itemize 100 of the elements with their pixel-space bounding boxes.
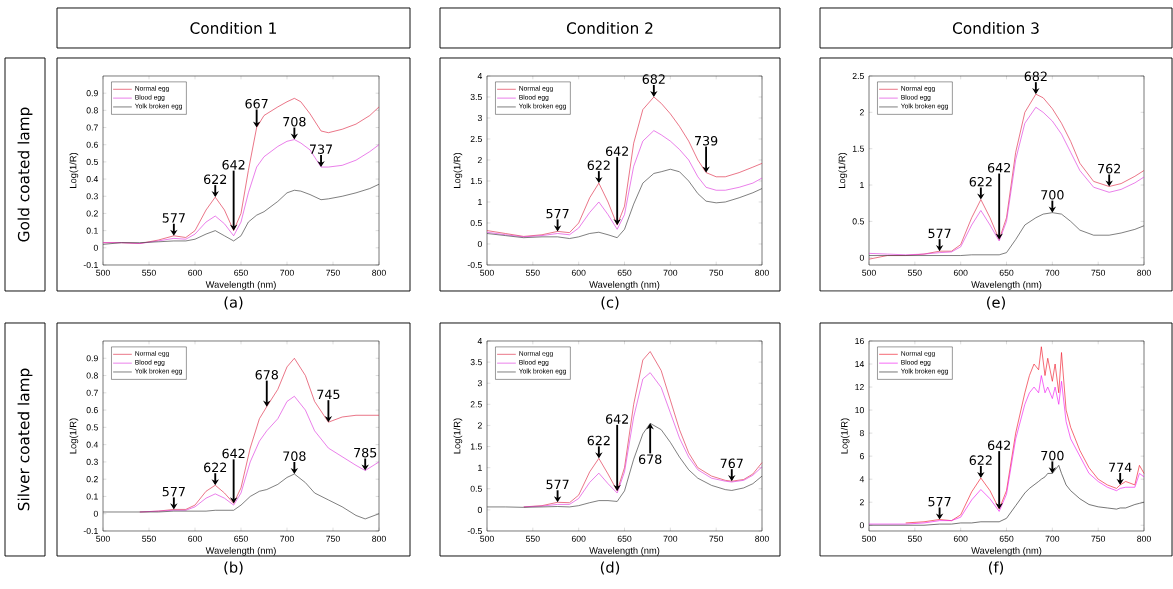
text: (d) <box>600 561 620 575</box>
annotation: 577 <box>928 496 951 507</box>
y-tick-label: 0 <box>477 240 482 248</box>
x-tick-label: 800 <box>372 535 386 542</box>
x-tick-label: 750 <box>709 269 724 276</box>
y-tick-label: 0 <box>859 254 864 261</box>
x-tick-label: 600 <box>953 269 968 276</box>
y-tick-label: 6 <box>859 453 864 460</box>
y-tick-label: 0 <box>859 522 864 529</box>
y-tick-label: 0.2 <box>86 476 98 483</box>
y-tick-label: 12 <box>855 384 864 391</box>
chart-title: Condition 2 <box>566 22 653 34</box>
y-tick-label: 0.8 <box>86 107 98 114</box>
annotation: 622 <box>969 455 992 465</box>
annotation: 678 <box>255 369 278 380</box>
y-axis-title: Log(1/R) <box>69 152 79 188</box>
text: Silver coated lamp <box>17 368 33 511</box>
y-tick-label: 2.5 <box>470 135 482 143</box>
x-tick-label: 650 <box>234 535 248 542</box>
y-tick-label: 1 <box>860 182 864 189</box>
y-tick-label: 16 <box>855 337 864 345</box>
y-tick-label: 0.3 <box>86 193 98 200</box>
annotation: 622 <box>587 435 610 446</box>
x-tick-label: 700 <box>280 535 294 542</box>
y-tick-label: 4 <box>859 476 865 483</box>
y-tick-label: 3 <box>477 380 482 387</box>
annotation: 762 <box>1098 163 1120 174</box>
y-tick-label: 0.5 <box>852 218 864 225</box>
text: (c) <box>601 296 619 310</box>
y-tick-label: 0.5 <box>470 485 482 492</box>
x-tick-label: 700 <box>280 269 294 276</box>
x-tick-label: 500 <box>480 269 494 276</box>
x-tick-label: 800 <box>755 535 769 542</box>
x-tick-label: 600 <box>571 269 586 276</box>
x-tick-label: 550 <box>907 269 922 276</box>
x-tick-label: 750 <box>709 535 724 542</box>
annotation: 577 <box>546 208 569 219</box>
y-axis-title: Log(1/R) <box>453 418 463 454</box>
x-tick-label: 500 <box>480 535 494 542</box>
y-tick-label: 0.2 <box>86 210 98 217</box>
y-tick-label: 0.9 <box>86 90 98 97</box>
x-tick-label: 750 <box>326 269 340 276</box>
y-tick-label: -0.1 <box>83 527 98 535</box>
annotation: 708 <box>283 116 306 127</box>
y-tick-label: 0.7 <box>86 124 98 131</box>
y-axis-title: Log(1/R) <box>453 152 463 188</box>
text: (a) <box>224 296 243 310</box>
y-axis-title: Log(1/R) <box>840 418 850 454</box>
y-tick-label: 0.5 <box>86 424 98 431</box>
x-tick-label: 700 <box>1045 535 1060 542</box>
y-tick-label: 0.1 <box>86 493 98 500</box>
x-tick-label: 750 <box>1091 269 1106 276</box>
y-tick-label: 2.5 <box>470 401 482 408</box>
y-tick-label: 0.8 <box>86 372 98 379</box>
annotation: 577 <box>928 228 951 239</box>
x-tick-label: 600 <box>953 535 968 542</box>
text: (b) <box>224 561 243 575</box>
y-axis-title: Log(1/R) <box>69 418 79 454</box>
y-tick-label: 2 <box>859 499 864 506</box>
y-tick-label: 1.5 <box>470 177 482 185</box>
y-tick-label: 8 <box>859 430 864 437</box>
x-tick-label: 650 <box>999 269 1014 276</box>
x-tick-label: 650 <box>999 535 1014 542</box>
y-tick-label: 0.1 <box>86 227 98 234</box>
annotation: 737 <box>310 144 333 154</box>
line-series <box>486 130 763 238</box>
y-tick-label: 0.3 <box>86 458 98 465</box>
y-tick-label: 10 <box>855 407 864 414</box>
annotation: 642 <box>987 440 1010 451</box>
annotation: 577 <box>546 479 569 490</box>
x-tick-label: 500 <box>96 535 110 542</box>
x-tick-label: 800 <box>372 269 386 276</box>
annotation: 745 <box>317 389 340 400</box>
x-tick-label: 700 <box>663 269 678 276</box>
annotation: 667 <box>245 98 268 109</box>
y-tick-label: 3 <box>477 114 482 122</box>
annotation: 577 <box>162 213 185 223</box>
line-series <box>486 422 763 508</box>
annotation: 678 <box>638 454 662 464</box>
y-tick-label: 3.5 <box>470 359 482 366</box>
y-tick-label: -0.5 <box>467 261 482 269</box>
annotation: 577 <box>162 486 185 497</box>
annotation: 622 <box>204 174 227 185</box>
annotation: 642 <box>605 414 628 424</box>
x-tick-label: 800 <box>755 269 769 276</box>
x-tick-label: 600 <box>188 269 202 276</box>
y-tick-label: 0 <box>93 510 98 517</box>
y-tick-label: 0.7 <box>86 389 98 396</box>
y-tick-label: 1 <box>478 464 482 471</box>
y-tick-label: 0.4 <box>86 176 99 183</box>
x-tick-label: 600 <box>571 535 586 542</box>
y-tick-label: 2 <box>477 422 482 429</box>
line-series <box>102 183 380 245</box>
y-tick-label: 0.6 <box>86 141 98 148</box>
x-axis-title: Wavelength (nm) <box>205 547 276 556</box>
annotation: 785 <box>354 447 377 458</box>
annotation: 622 <box>204 462 227 473</box>
y-tick-label: 14 <box>855 361 865 368</box>
y-tick-label: 0.5 <box>86 158 98 165</box>
y-tick-label: -0.1 <box>83 261 98 269</box>
